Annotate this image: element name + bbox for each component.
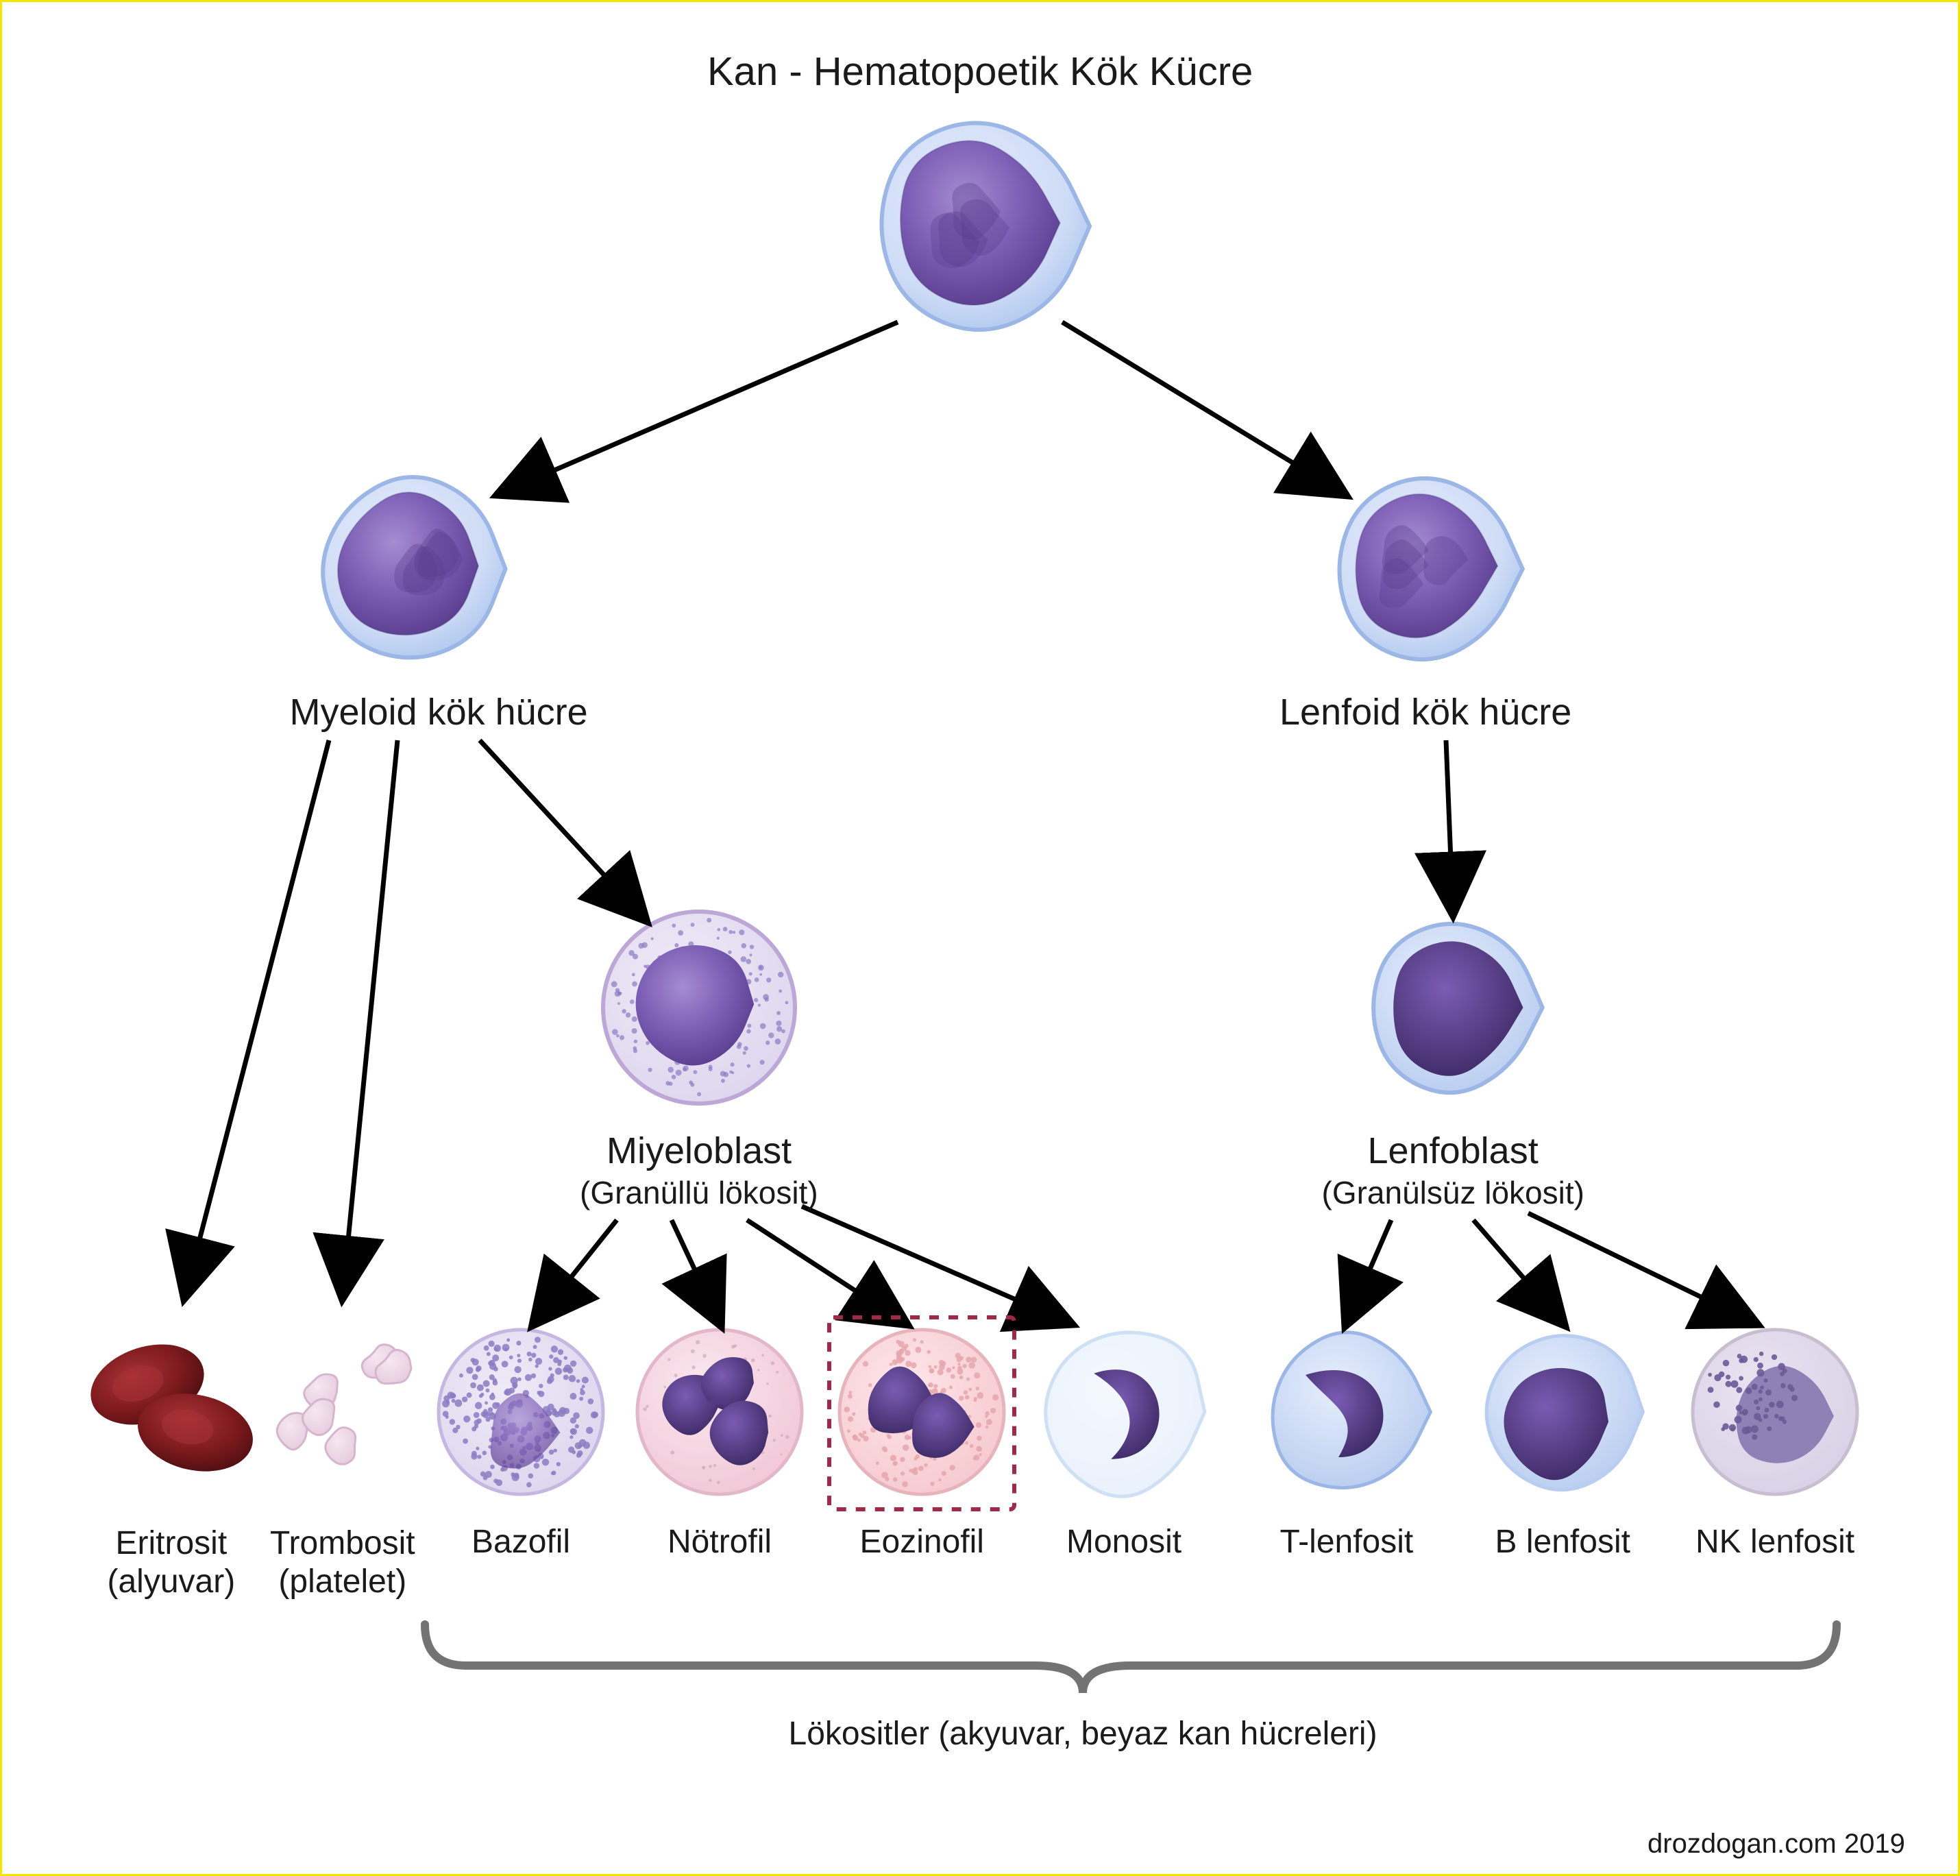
- diagram-canvas: Kan - Hematopoetik Kök Kücre Myeloid kök …: [0, 0, 1960, 1876]
- diagram-title: Kan - Hematopoetik Kök Kücre: [707, 49, 1253, 95]
- sublabel-lymphoblast: (Granülsüz lökosit): [1322, 1174, 1584, 1211]
- label-tlenfosit: T-lenfosit: [1280, 1523, 1414, 1562]
- label-eozinofil: Eozinofil: [860, 1523, 984, 1562]
- credit: drozdogan.com 2019: [1647, 1828, 1905, 1860]
- label-nklenfosit: NK lenfosit: [1695, 1523, 1854, 1562]
- label-myeloid: Myeloid kök hücre: [290, 691, 588, 735]
- label-leukocytes: Lökositler (akyuvar, beyaz kan hücreleri…: [789, 1715, 1377, 1754]
- label-notrofil: Nötrofil: [667, 1523, 772, 1562]
- label-myeloblast: Miyeloblast: [607, 1130, 792, 1173]
- label-monosit: Monosit: [1066, 1523, 1181, 1562]
- label-lymphoblast: Lenfoblast: [1368, 1130, 1539, 1173]
- label-trombosit: Trombosit (platelet): [270, 1524, 415, 1602]
- label-eritrosit: Eritrosit (alyuvar): [108, 1524, 236, 1602]
- sublabel-myeloblast: (Granüllü lökosit): [580, 1174, 818, 1211]
- label-bazofil: Bazofil: [471, 1523, 570, 1562]
- label-lymphoid: Lenfoid kök hücre: [1279, 691, 1571, 735]
- label-blenfosit: B lenfosit: [1495, 1523, 1630, 1562]
